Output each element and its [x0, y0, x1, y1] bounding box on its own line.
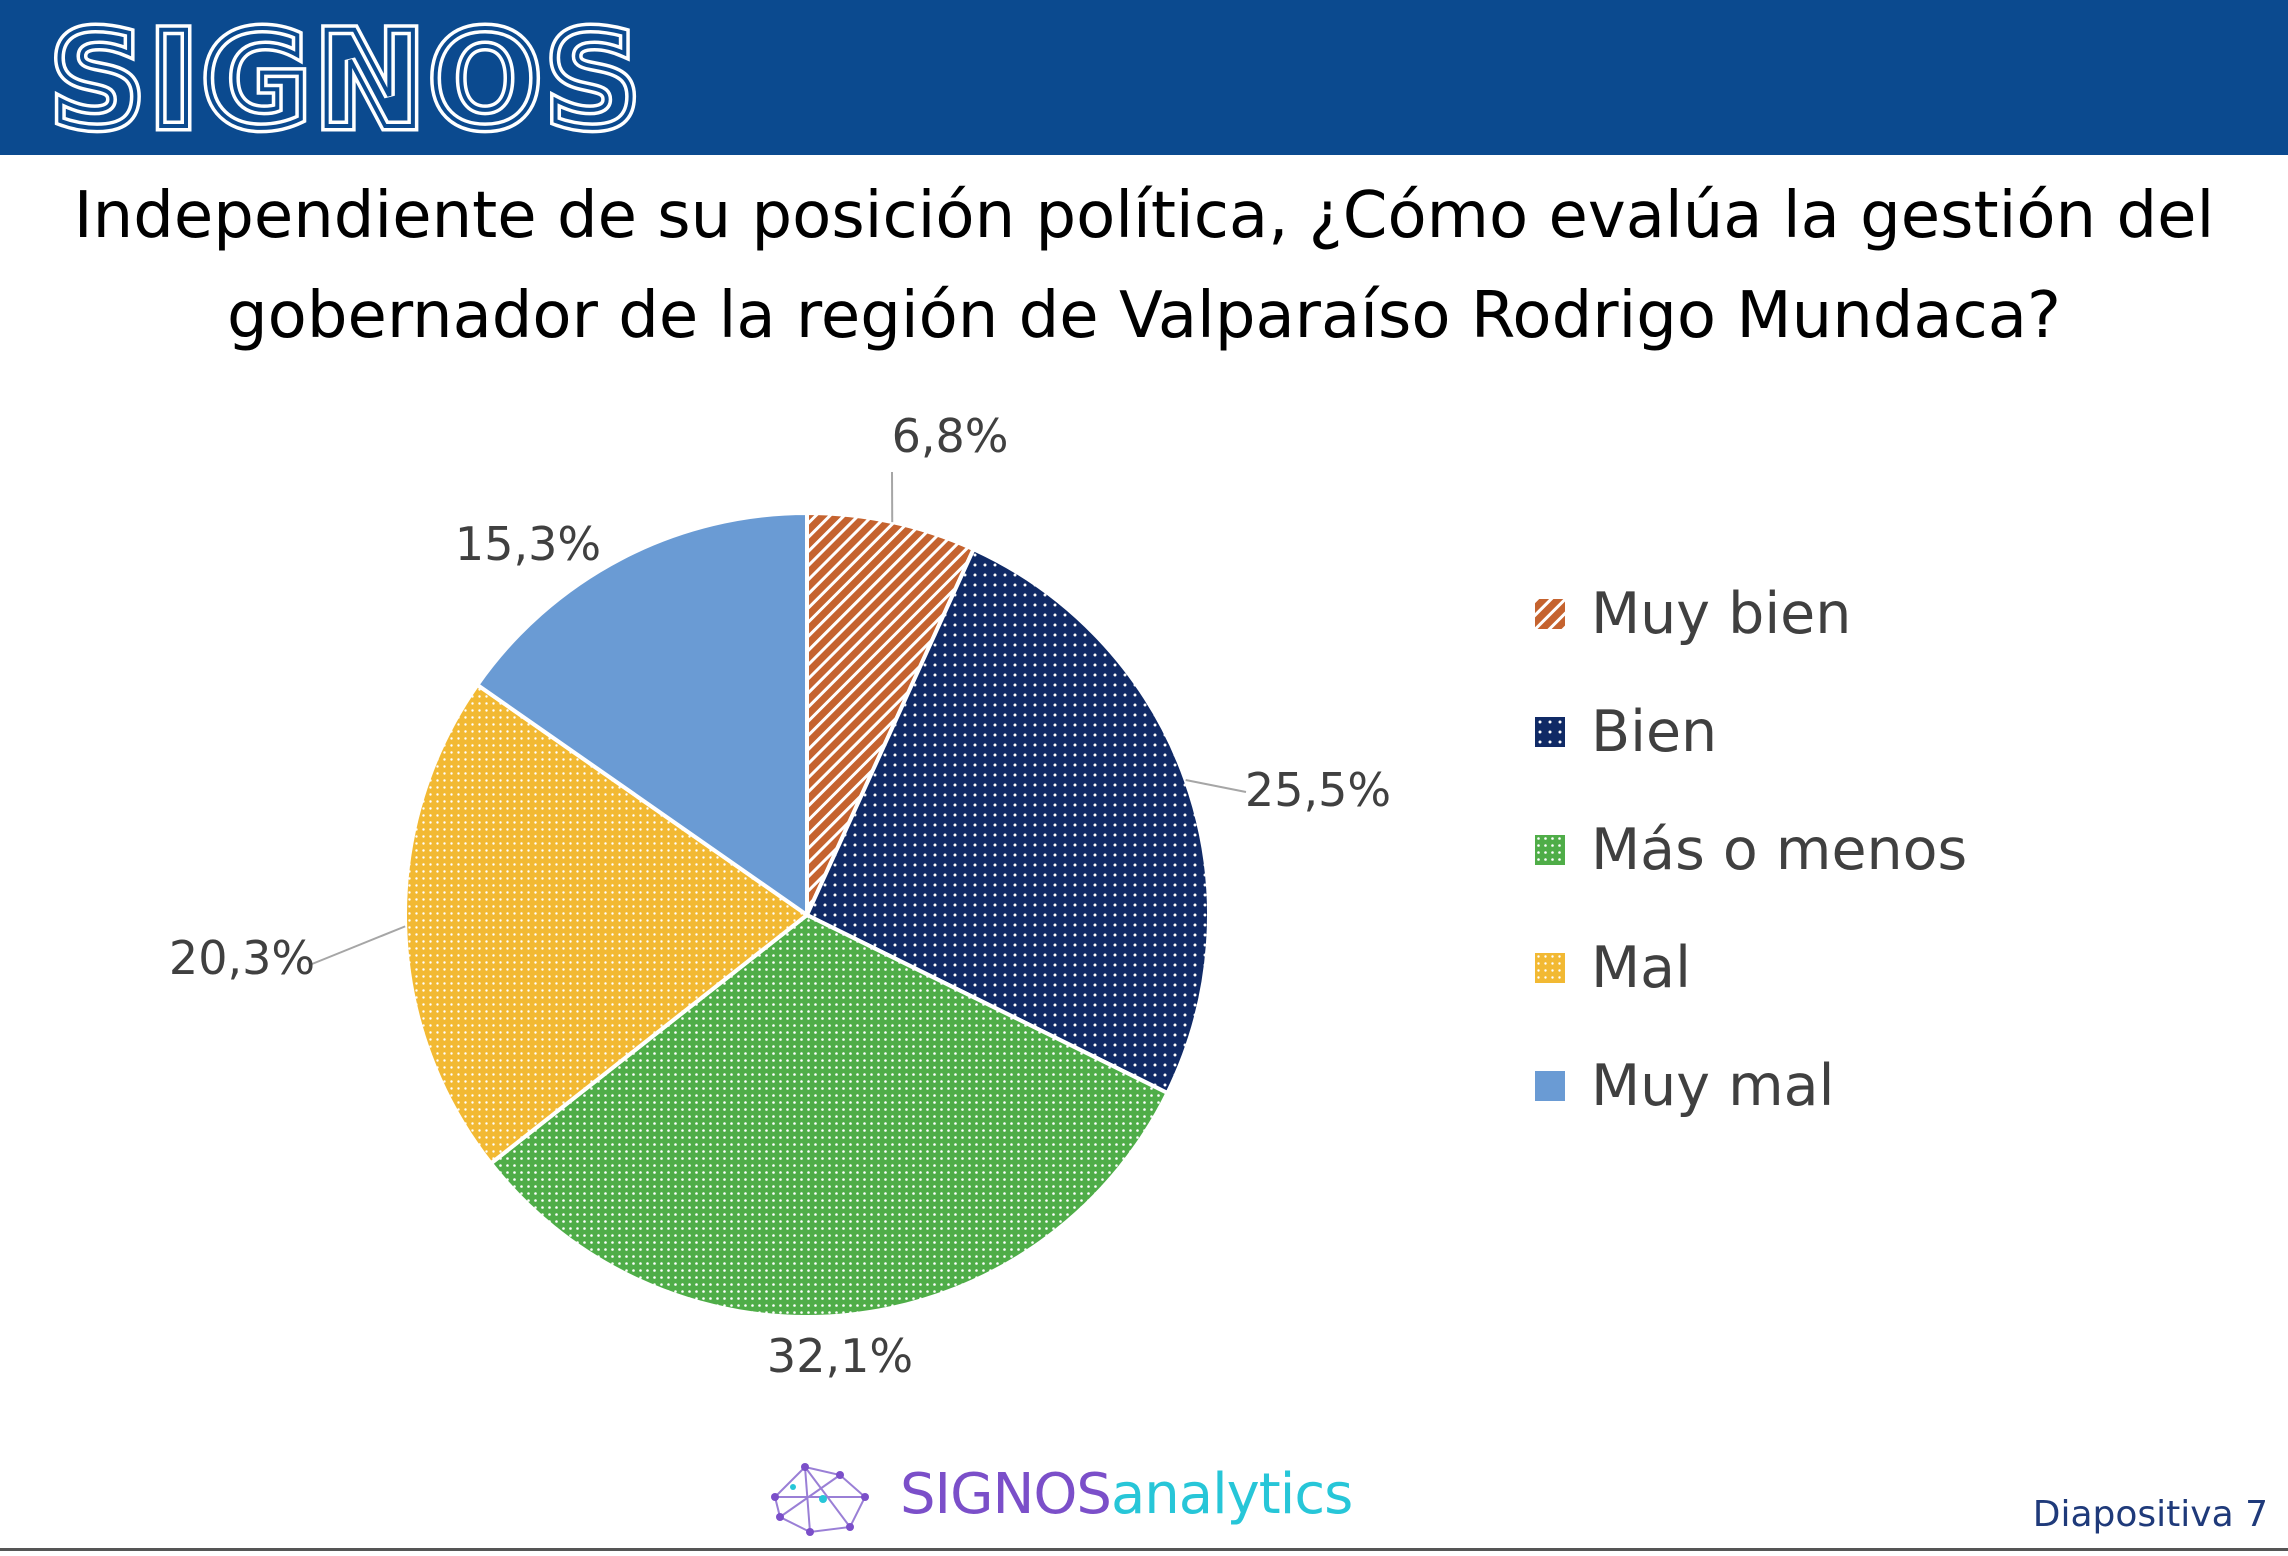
label-bien: 25,5%	[1245, 763, 1391, 817]
legend-label: Más o menos	[1591, 817, 1968, 883]
legend-swatch-muy-mal	[1535, 1071, 1565, 1101]
header-bar	[0, 0, 2288, 155]
legend-swatch-mas-o-menos	[1535, 835, 1565, 865]
leader-line	[1185, 779, 1247, 793]
slice-mas-o-menos	[488, 912, 1171, 1320]
brain-network-icon	[771, 1463, 869, 1536]
legend-swatch-muy-bien	[1535, 599, 1565, 629]
svg-text:SIGNOS: SIGNOS	[50, 14, 644, 144]
legend-label: Muy bien	[1591, 581, 1852, 647]
footer-brand-signos: SIGNOS	[900, 1462, 1112, 1527]
legend: Muy bien Bien Más o menos Mal Muy mal	[1535, 555, 1967, 1145]
legend-label: Muy mal	[1591, 1053, 1835, 1119]
legend-item-muy-bien: Muy bien	[1535, 555, 1967, 673]
label-mas-o-menos: 32,1%	[767, 1329, 913, 1383]
slice-muy-bien	[805, 510, 977, 916]
bottom-rule	[0, 1548, 2288, 1551]
leader-line	[311, 925, 406, 965]
legend-label: Mal	[1591, 935, 1691, 1001]
legend-swatch-bien	[1535, 717, 1565, 747]
footer-brand-analytics: analytics	[1110, 1462, 1353, 1527]
label-muy-mal: 15,3%	[455, 517, 601, 571]
slice-mal	[403, 682, 811, 1167]
label-mal: 20,3%	[169, 931, 315, 985]
slice-bien	[804, 546, 1211, 1096]
question-line-1: Independiente de su posición política, ¿…	[73, 179, 2215, 253]
legend-item-mal: Mal	[1535, 909, 1967, 1027]
label-muy-bien: 6,8%	[892, 409, 1009, 463]
slice-muy-mal	[474, 510, 809, 919]
legend-item-bien: Bien	[1535, 673, 1967, 791]
footer-brand: SIGNOSanalytics	[900, 1462, 1353, 1527]
legend-swatch-mal	[1535, 953, 1565, 983]
legend-item-mas-o-menos: Más o menos	[1535, 791, 1967, 909]
signos-logo: SIGNOS SIGNOS	[50, 14, 646, 144]
slide-number: Diapositiva 7	[2032, 1494, 2268, 1535]
svg-text:SIGNOS: SIGNOS	[50, 14, 644, 144]
question-line-2: gobernador de la región de Valparaíso Ro…	[227, 279, 2061, 353]
question-title: Independiente de su posición política, ¿…	[0, 166, 2288, 366]
legend-item-muy-mal: Muy mal	[1535, 1027, 1967, 1145]
legend-label: Bien	[1591, 699, 1718, 765]
